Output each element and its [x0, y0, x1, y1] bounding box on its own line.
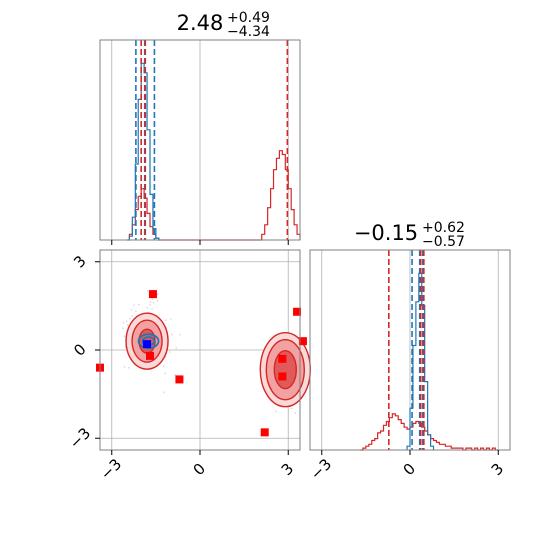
joint-sample-dot — [290, 407, 293, 410]
joint-sample-dot — [122, 321, 125, 324]
joint-sample-dot — [294, 412, 297, 414]
joint-sample-dot — [149, 301, 152, 303]
joint-red-marker-7 — [278, 372, 287, 381]
panel-joint-scatter: −3 0 3 −3 0 3 — [66, 249, 311, 483]
joint-red-marker-3 — [260, 428, 269, 437]
joint-ytick-label-0: −3 — [66, 424, 94, 452]
joint-sample-dot — [135, 310, 137, 312]
joint-ytick-label-2: 3 — [70, 252, 89, 271]
title-right-sub: −0.57 — [422, 234, 465, 250]
joint-sample-dot — [128, 367, 130, 369]
joint-sample-dot — [138, 303, 140, 306]
joint-xtick-label-0: −3 — [97, 455, 125, 483]
title-right: −0.15 — [354, 221, 418, 245]
joint-sample-dot — [156, 293, 159, 295]
right-xtick-label-2: 3 — [488, 460, 507, 479]
joint-xtick-label-2: 3 — [278, 460, 297, 479]
joint-sample-dot — [171, 333, 173, 336]
right-xtick-label-0: −3 — [307, 455, 335, 483]
right-red-histogram — [360, 413, 499, 451]
title-top: 2.48 — [177, 11, 224, 35]
joint-sample-dot — [123, 335, 126, 337]
joint-sample-dot — [126, 323, 129, 326]
title-top-sub: −4.34 — [227, 24, 270, 40]
joint-sample-dot — [169, 351, 171, 353]
joint-red-marker-2 — [175, 375, 184, 384]
joint-sample-dot — [149, 304, 151, 306]
joint-sample-dot — [133, 304, 135, 306]
joint-red-marker-6 — [278, 354, 287, 363]
joint-sample-dot — [169, 318, 172, 320]
title-top-sup: +0.49 — [227, 10, 270, 26]
joint-sample-dot — [146, 290, 149, 293]
panel-top-marginal — [99, 39, 301, 245]
joint-sample-dot — [152, 301, 155, 304]
joint-sample-dot — [151, 298, 154, 300]
joint-sample-dot — [164, 319, 167, 321]
joint-sample-dot — [156, 300, 159, 302]
joint-sample-dot — [130, 309, 133, 311]
joint-red-marker-5 — [298, 337, 307, 346]
joint-sample-dot — [125, 320, 128, 323]
joint-sample-dot — [123, 366, 126, 368]
joint-sample-dot — [129, 317, 131, 320]
top-red-histogram — [126, 150, 301, 241]
joint-red-marker-1 — [146, 351, 154, 360]
joint-blue-marker — [143, 340, 152, 349]
joint-sample-dot — [175, 347, 178, 349]
joint-sample-dot — [151, 308, 153, 310]
joint-sample-dot — [146, 306, 148, 309]
joint-red-marker-4 — [293, 307, 302, 316]
joint-blue-contour-0 — [137, 333, 160, 350]
joint-xtick-label-1: 0 — [190, 460, 209, 479]
joint-sample-dot — [164, 372, 167, 375]
joint-red-marker-0 — [148, 290, 157, 299]
joint-sample-dot — [275, 410, 278, 413]
joint-sample-dot — [131, 315, 133, 317]
joint-sample-dot — [179, 333, 181, 336]
joint-sample-dot — [163, 391, 165, 394]
panel-right-marginal: −3 0 3 — [307, 249, 511, 483]
joint-sample-dot — [122, 327, 124, 329]
joint-sample-dot — [163, 365, 165, 368]
title-right-sup: +0.62 — [422, 220, 465, 236]
joint-ytick-label-1: 0 — [70, 340, 89, 359]
right-xtick-label-1: 0 — [400, 460, 419, 479]
